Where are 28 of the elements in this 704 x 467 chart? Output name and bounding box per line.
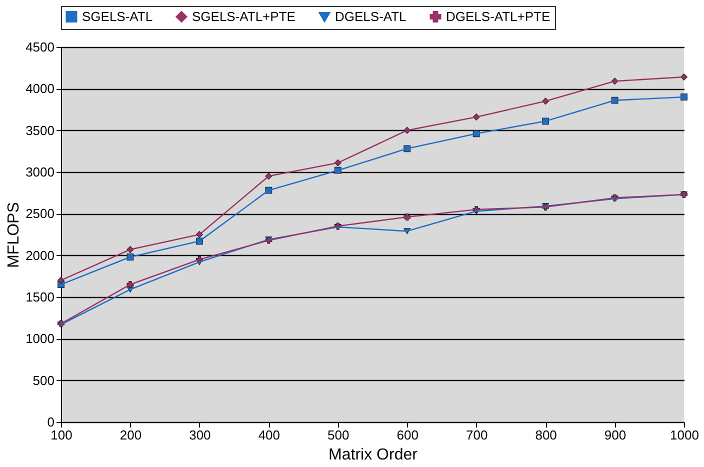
x-tick-label: 1000 [670,428,699,442]
x-tick-label: 600 [396,428,418,442]
point [680,94,688,100]
x-tick-label: 900 [604,428,626,442]
x-tick-label: 800 [535,428,557,442]
x-tick-label: 200 [120,428,142,442]
y-tick-label: 500 [32,372,54,388]
y-tick-label: 4000 [26,81,54,96]
y-tick-label: 3000 [26,164,54,180]
y-tick-label: 1000 [26,331,54,346]
x-tick-label: 100 [50,428,72,442]
x-tick-label: 700 [466,428,488,442]
legend-label: DGELS-ATL [335,9,406,24]
legend-label: DGELS-ATL+PTE [446,8,550,24]
y-tick-label: 1500 [26,290,54,304]
x-tick-label: 300 [189,428,211,442]
y-axis-title: MFLOPS [6,202,23,268]
point [680,74,688,80]
y-tick-label: 0 [47,414,54,430]
legend-label: SGELS-ATL+PTE [192,8,296,24]
x-axis-title: Matrix Order [328,446,418,464]
y-tick-label: 3500 [26,122,54,138]
x-tick-label: 500 [328,428,350,442]
x-tick-label: 400 [258,428,280,442]
y-tick-label: 2000 [26,248,54,263]
y-tick-label: 2500 [26,206,54,222]
legend-label: SGELS-ATL [82,8,153,24]
y-tick-label: 4500 [26,40,54,54]
